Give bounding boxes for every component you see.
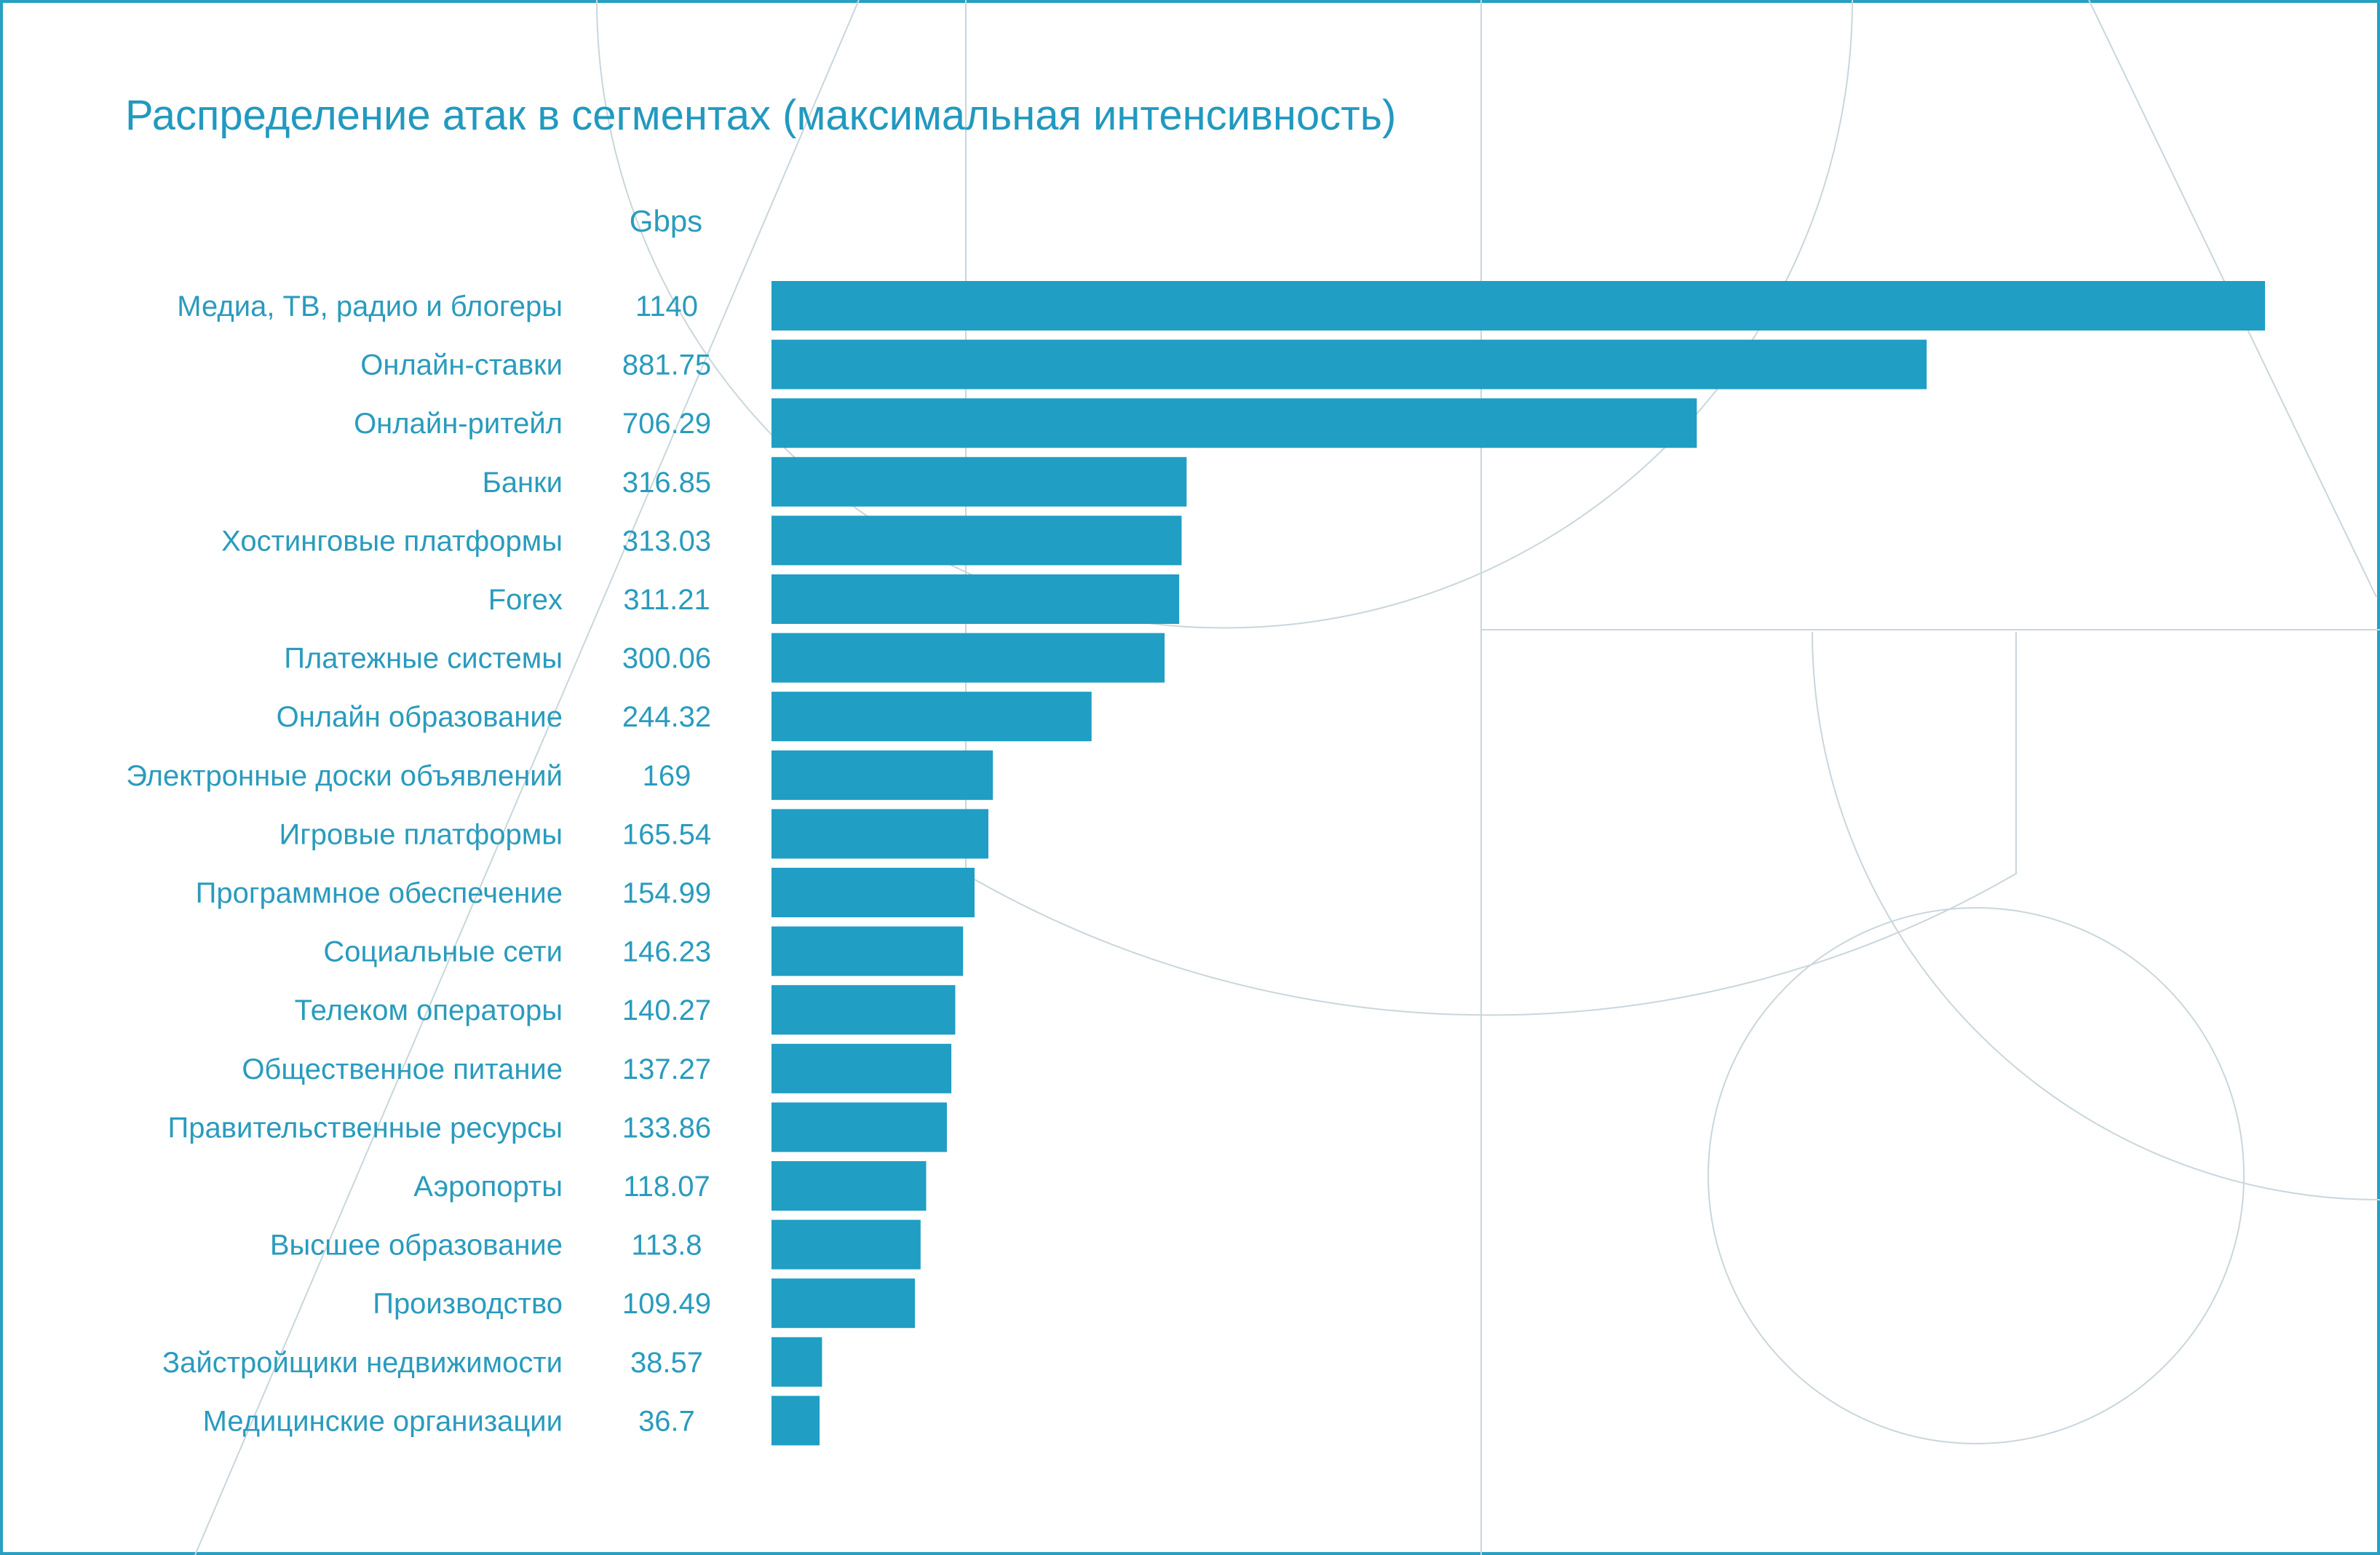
value-label: 706.29: [622, 408, 711, 440]
value-label: 137.27: [622, 1053, 711, 1085]
bar: [771, 1396, 820, 1446]
value-label: 881.75: [622, 349, 711, 381]
value-label: 300.06: [622, 643, 711, 675]
bar: [771, 1337, 822, 1387]
category-label: Игровые платформы: [279, 818, 563, 850]
category-label: Высшее образование: [270, 1230, 563, 1262]
bar: [771, 1219, 921, 1270]
bar: [771, 515, 1182, 566]
bar: [771, 926, 964, 976]
value-label: 38.57: [630, 1347, 703, 1379]
bar: [771, 456, 1187, 507]
category-label: Общественное питание: [242, 1053, 563, 1085]
value-label: 1140: [635, 290, 698, 323]
category-label: Электронные доски объявлений: [126, 760, 563, 792]
value-label: 140.27: [622, 994, 711, 1026]
value-label: 36.7: [638, 1405, 695, 1437]
value-label: 316.85: [622, 467, 711, 499]
bar: [771, 398, 1697, 448]
decor-arc-large: [964, 632, 2017, 1016]
unit-label: Gbps: [630, 204, 702, 238]
category-label: Платежные системы: [284, 643, 563, 675]
value-label: 133.86: [622, 1112, 711, 1144]
category-label: Программное обеспечение: [196, 877, 563, 909]
bar: [771, 1102, 947, 1152]
category-label: Телеком операторы: [295, 994, 563, 1026]
value-label: 113.8: [631, 1230, 702, 1262]
bar: [771, 750, 993, 800]
category-label: Медицинские организации: [203, 1405, 563, 1437]
category-label: Онлайн-ритейл: [354, 408, 563, 440]
bar: [771, 692, 1092, 742]
category-label: Производство: [373, 1288, 563, 1320]
value-label: 146.23: [622, 936, 711, 968]
category-label: Хостинговые платформы: [221, 525, 563, 557]
bar: [771, 281, 2265, 331]
bar: [771, 868, 975, 917]
bars-group: Медиа, ТВ, радио и блогеры 1140 Онлайн-ста…: [126, 281, 2265, 1446]
bar: [771, 574, 1180, 624]
decor-diagonal-line-1: [194, 0, 860, 1555]
bar: [771, 1043, 952, 1093]
bar: [771, 1161, 927, 1211]
category-label: Онлайн образование: [277, 701, 563, 733]
bar: [771, 339, 1927, 389]
category-label: Forex: [488, 584, 563, 616]
value-label: 109.49: [622, 1288, 711, 1320]
category-label: Правительственные ресурсы: [168, 1112, 563, 1144]
bar: [771, 633, 1165, 683]
category-label: Банки: [483, 467, 563, 499]
value-label: 118.07: [623, 1171, 710, 1203]
category-label: Социальные сети: [323, 936, 563, 968]
value-label: 311.21: [623, 584, 710, 616]
value-label: 154.99: [622, 877, 711, 909]
value-label: 244.32: [622, 701, 711, 733]
category-label: Зайстройщики недвижимости: [162, 1347, 563, 1379]
category-label: Онлайн-ставки: [360, 349, 563, 381]
category-label: Аэропорты: [413, 1171, 563, 1203]
bar: [771, 809, 988, 859]
value-label: 165.54: [622, 818, 711, 850]
value-label: 169: [643, 760, 691, 792]
category-label: Медиа, ТВ, радио и блогеры: [177, 290, 563, 323]
bar: [771, 1278, 916, 1329]
chart-title: Распределение атак в сегментах (максимал…: [125, 92, 1396, 139]
value-label: 313.03: [622, 525, 711, 557]
decor-circle: [1707, 907, 2245, 1444]
bar: [771, 985, 956, 1035]
